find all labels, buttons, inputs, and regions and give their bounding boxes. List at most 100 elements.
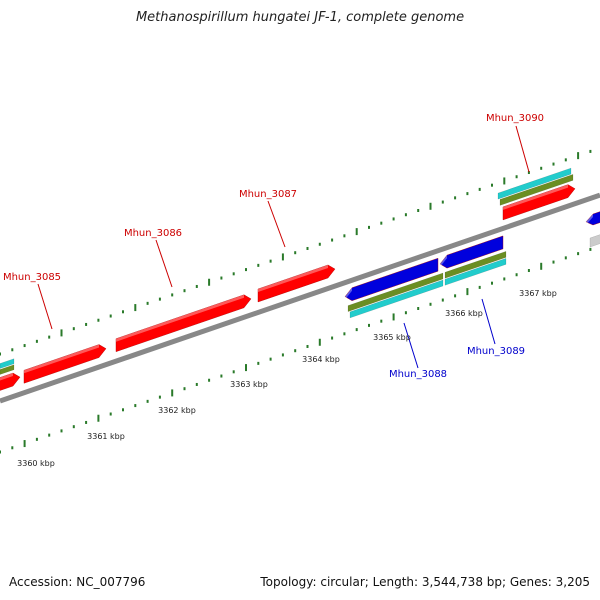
major-tick [540,262,543,270]
minor-tick [48,433,51,437]
minor-tick [355,328,358,332]
grey-band-right [589,234,600,248]
minor-tick [97,318,100,322]
minor-tick [577,252,580,256]
scale-label: 3367 kbp [519,289,557,298]
minor-tick [11,348,14,352]
scale-label: 3365 kbp [373,333,411,342]
gene-arrow-mhun-3087 [257,264,336,303]
major-tick [281,253,284,261]
scale-label: 3362 kbp [158,406,196,415]
minor-tick [183,387,186,391]
minor-tick [392,217,395,221]
minor-tick [454,196,457,200]
gene-arrow-mhun-3090 [502,184,576,221]
olive-band-mhun-3088 [347,272,444,312]
minor-tick [122,408,124,412]
minor-tick [589,149,592,153]
gene-arrow-mhun-3089 [439,235,504,269]
cyan-band-mhun-3088 [349,279,444,319]
minor-tick [109,314,112,318]
minor-tick [306,344,309,348]
svg-text:Mhun_3086: Mhun_3086 [124,228,182,239]
minor-tick [441,200,444,204]
minor-tick [380,319,383,323]
minor-tick [85,322,88,326]
minor-tick [404,311,407,315]
minor-tick [158,297,161,301]
minor-tick [72,327,75,331]
minor-tick [257,263,260,267]
major-tick [245,364,247,372]
minor-tick [294,251,297,255]
svg-text:Mhun_3085: Mhun_3085 [3,272,61,283]
minor-tick [454,294,457,298]
major-tick [23,440,26,448]
minor-tick [417,209,420,212]
gene-label-mhun-3090[interactable]: Mhun_3090 [486,113,544,173]
minor-tick [11,446,14,450]
minor-tick [195,382,198,386]
minor-tick [343,234,346,238]
gene-labels: Mhun_3085 Mhun_3086 Mhun_3087 Mhun_3088 Mhun… [3,113,544,380]
scale-label: 3363 kbp [230,380,268,389]
minor-tick [540,166,543,170]
minor-tick [48,335,51,339]
gene-arrow-partial-right [585,211,600,226]
minor-tick [0,352,1,356]
minor-tick [122,310,124,314]
major-tick [171,389,174,397]
gene-label-mhun-3086[interactable]: Mhun_3086 [124,228,182,288]
minor-tick [195,284,198,288]
gene-label-mhun-3088[interactable]: Mhun_3088 [389,322,447,380]
scale-label: 3360 kbp [17,459,55,468]
scale-labels: 3360 kbp 3361 kbp 3362 kbp 3363 kbp 3364 kbp… [17,289,557,468]
minor-tick [503,277,506,281]
minor-tick [478,285,481,289]
minor-tick [368,225,370,229]
major-tick [577,152,580,160]
major-tick [429,202,432,210]
minor-tick [491,281,493,285]
minor-tick [183,289,186,293]
minor-tick [220,276,223,280]
olive-band-mhun-3089 [444,251,507,279]
gene-arrow-mhun-3085 [23,344,107,384]
minor-tick [417,307,420,310]
minor-tick [343,332,346,336]
minor-tick [294,349,297,353]
backbone-line [0,192,600,404]
minor-tick [232,272,235,276]
gene-arrow-partial-left [0,372,21,391]
minor-tick [208,378,211,382]
minor-tick [331,238,334,242]
minor-tick [527,171,530,175]
minor-tick [232,370,235,374]
gene-label-mhun-3085[interactable]: Mhun_3085 [3,272,61,330]
feature-tracks [0,167,600,404]
minor-tick [564,256,567,260]
minor-tick [491,183,493,187]
minor-tick [109,412,112,416]
scale-label: 3364 kbp [302,355,340,364]
scale-label: 3366 kbp [445,309,483,318]
minor-tick [564,158,567,162]
minor-tick [269,357,272,361]
minor-tick [429,302,432,306]
olive-band-mhun-3090 [499,174,574,206]
minor-tick [552,162,555,166]
svg-text:Mhun_3088: Mhun_3088 [389,369,447,380]
minor-tick [171,293,174,297]
gene-label-mhun-3087[interactable]: Mhun_3087 [239,189,297,248]
minor-tick [552,260,555,264]
svg-text:Mhun_3090: Mhun_3090 [486,113,544,124]
cyan-band-left [0,358,15,369]
minor-tick [380,221,383,225]
gene-label-mhun-3089[interactable]: Mhun_3089 [467,298,525,357]
genome-summary-text: Topology: circular; Length: 3,544,738 bp… [260,575,590,589]
minor-tick [134,404,137,408]
minor-tick [257,361,260,365]
minor-tick [269,259,272,263]
cyan-band-mhun-3090 [497,167,572,200]
